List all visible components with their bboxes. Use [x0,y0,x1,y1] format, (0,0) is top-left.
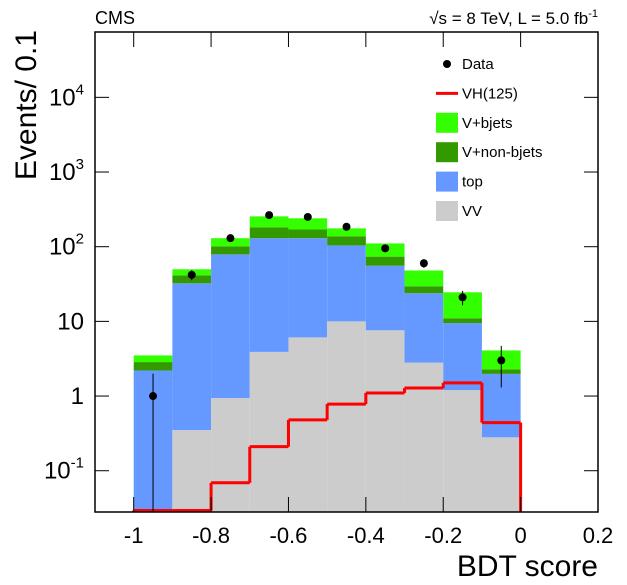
y-axis-label: Events/ 0.1 [10,30,43,180]
y-tick-exponent: 4 [76,81,84,98]
y-tick-label: 10-1 [44,455,84,485]
hist-bar [211,246,250,255]
hist-bar [172,283,212,431]
hist-bar [249,227,289,239]
legend-label: Data [462,56,494,73]
x-tick-label: -1 [124,523,144,548]
y-tick-label: 1 [71,383,84,410]
hist-bar [404,293,444,363]
hist-bar [133,362,173,371]
legend-label: VH(125) [462,85,518,102]
y-tick-label: 104 [49,81,84,111]
legend-label: V+non-bjets [462,144,542,161]
hist-bar [288,218,328,230]
hist-bar [481,437,521,512]
y-tick-label: 102 [49,231,84,261]
hist-bar [443,318,482,324]
hist-bar [327,321,366,512]
hist-bar [365,330,405,512]
data-point [342,222,351,231]
legend-label: VV [462,203,482,220]
y-tick-exponent: 2 [76,231,84,248]
data-point [149,392,158,401]
legend-label: V+bjets [462,115,512,132]
hist-bar [288,229,328,239]
x-axis-label: BDT score [457,550,598,583]
hist-bar [443,323,482,391]
energy-label: √s = 8 TeV, L = 5.0 fb-1 [429,8,598,28]
legend-marker [436,201,458,221]
data-point [265,211,274,220]
hist-bar [327,228,366,237]
y-tick-base: 10 [49,159,76,186]
y-tick-base: 10 [49,84,76,111]
hist-bar [249,351,289,512]
hist-bar [211,398,250,512]
hist-bar [133,355,173,363]
y-tick-base: 10 [49,234,76,261]
plot-frame [94,31,599,513]
hist-bar [249,216,289,228]
x-tick-label: -0.6 [270,523,308,548]
hist-bar [404,270,444,287]
energy-text: √s = 8 TeV, L = 5.0 fb [429,9,588,28]
hist-bar [365,256,405,266]
hist-bar [211,238,250,247]
chart-title: CMS [95,8,135,28]
hist-bar [288,337,328,512]
x-tick-label: -0.2 [424,523,462,548]
data-point [226,234,235,243]
hist-bar [443,390,482,512]
data-point [497,356,506,365]
plot-area [132,211,523,512]
y-tick-exponent: -1 [71,455,84,472]
legend-marker [436,142,458,163]
y-tick-exponent: 3 [76,156,84,173]
hist-bar [327,245,366,322]
energy-sup: -1 [588,8,598,20]
hist-bar [327,236,366,246]
legend-marker [436,171,458,192]
x-tick-label: 0.2 [583,523,614,548]
data-point [419,259,428,268]
data-point [381,244,390,253]
hist-bar [365,265,405,331]
data-point [303,212,312,221]
hist-bar [288,238,328,338]
legend-label: top [462,174,483,191]
legend-marker [436,112,458,133]
legend-marker [443,60,451,68]
hist-bar [249,238,289,352]
y-tick-label: 10 [57,308,84,335]
x-tick-label: -0.4 [347,523,385,548]
hist-bar [172,430,212,512]
x-tick-label: -0.8 [192,523,230,548]
data-point [187,270,196,279]
y-tick-base: 10 [44,458,71,485]
data-point [458,293,467,302]
y-tick-label: 103 [49,156,84,186]
x-tick-label: 0 [514,523,526,548]
hist-bar [404,286,444,294]
hist-bar [211,254,250,399]
